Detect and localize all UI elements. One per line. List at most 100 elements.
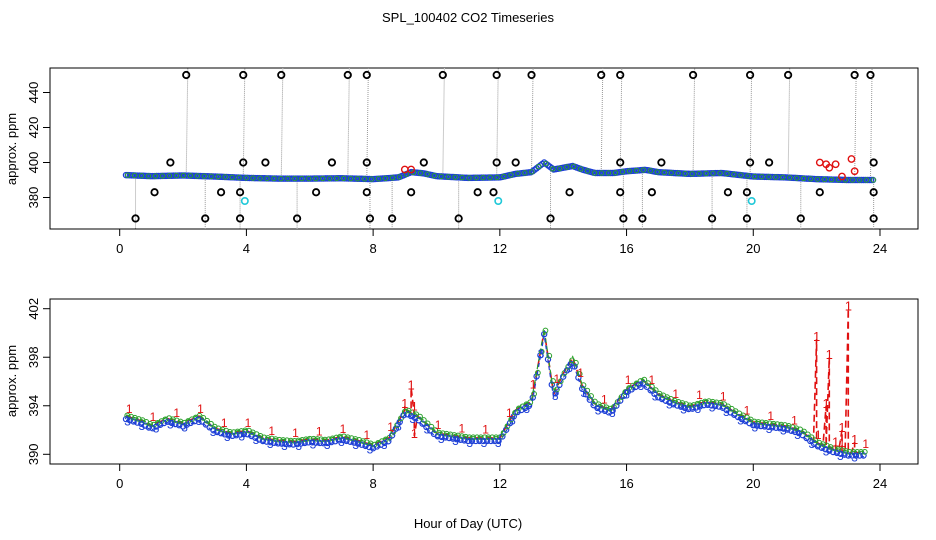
series-2-point: [557, 378, 564, 385]
co2-point-alt: [180, 172, 187, 179]
co2-point-alt: [731, 171, 737, 178]
co2-point-alt: [313, 175, 319, 182]
top-y-axis: 380 400 420 440: [26, 82, 50, 209]
series-2-point: [793, 425, 800, 432]
series-1-label: 1: [506, 406, 513, 420]
series-2-point: [208, 420, 214, 427]
series-3-point: [354, 440, 362, 447]
series-1-label: 1: [197, 402, 204, 416]
series-3-point: [761, 423, 768, 430]
top-y-tick-label: 420: [26, 117, 41, 139]
co2-point-alt: [738, 172, 744, 178]
co2-point-alt: [536, 163, 542, 170]
outlier-point: [489, 188, 498, 197]
outlier-point: [647, 188, 656, 197]
series-3-label: 3: [752, 420, 759, 434]
outlier-trace-line: [347, 67, 350, 179]
series-1-label: 1: [554, 372, 561, 386]
outlier-point: [419, 158, 428, 167]
co2-point-alt: [466, 175, 472, 181]
series-2-point: [804, 431, 811, 438]
outlier-point-low: [365, 214, 375, 223]
top-y-label: approx. ppm: [4, 113, 19, 185]
flagged-point: [847, 155, 856, 163]
series-3-point: [502, 426, 510, 433]
series-3-label: 3: [523, 402, 530, 416]
series-2-point: [808, 434, 815, 441]
co2-point-alt: [487, 174, 493, 181]
top-y-tick-label: 380: [26, 187, 41, 209]
series-3-point: [312, 439, 320, 446]
co2-point-alt: [292, 175, 298, 182]
top-x-tick-label: 24: [873, 241, 887, 256]
outlier-point: [723, 188, 733, 197]
outlier-point-low: [388, 214, 397, 223]
series-3-point: [347, 438, 354, 445]
outlier-point-high: [438, 70, 447, 80]
co2-point-alt: [814, 176, 821, 182]
series-3-point: [537, 352, 544, 359]
series-3-label: 3: [680, 403, 687, 417]
co2-point-alt: [166, 173, 173, 179]
series-1-label: 1: [387, 420, 394, 434]
series-3-point: [552, 389, 559, 397]
series-2-point: [344, 434, 351, 441]
series-3-point: [784, 426, 791, 433]
series-3-point: [335, 437, 343, 444]
series-2-point: [166, 415, 173, 421]
outlier-point: [407, 188, 416, 197]
series-3-label: 3: [666, 397, 673, 411]
outlier-point: [616, 188, 625, 197]
series-3-label: 3: [495, 436, 502, 450]
co2-point-alt: [382, 175, 389, 181]
series-1-label: 1: [696, 388, 703, 402]
co2-point-alt: [647, 168, 654, 174]
series-3-point: [483, 437, 491, 445]
series-2-point: [177, 418, 184, 425]
bottom-y-label: approx. ppm: [4, 345, 19, 417]
series-3-point: [674, 402, 681, 409]
co2-point-alt: [773, 174, 779, 180]
series-1-spike-label: 1: [826, 347, 833, 362]
series-2-point: [352, 436, 359, 442]
series-3-point: [860, 452, 867, 459]
outlier-point-low: [235, 214, 245, 223]
series-3-point: [613, 402, 620, 409]
outlier-point-high: [688, 70, 698, 80]
series-3-label: 3: [623, 387, 630, 401]
series-3-label: 3: [324, 438, 331, 452]
co2-point-alt: [236, 174, 242, 181]
co2-point-alt: [828, 176, 835, 183]
series-3-point: [293, 440, 301, 448]
series-3-point: [533, 373, 540, 380]
series-3-point: [438, 433, 445, 441]
co2-point-alt: [745, 173, 751, 179]
co2-point-alt: [361, 176, 368, 182]
bottom-y-tick-label: 394: [26, 395, 41, 417]
co2-point-alt: [717, 170, 723, 176]
outlier-trace-line: [242, 67, 246, 178]
series-2-point: [367, 440, 374, 447]
co2-point-alt: [138, 173, 145, 179]
top-x-tick-label: 8: [370, 241, 377, 256]
series-3-label: 3: [609, 406, 616, 420]
top-plot-frame: [49, 67, 919, 230]
series-3-label: 3: [210, 425, 217, 439]
series-1-label: 1: [767, 409, 774, 423]
series-3-point: [396, 418, 403, 426]
bottom-y-tick-label: 390: [26, 443, 41, 465]
series-3-label: 3: [438, 432, 445, 446]
series-3-point: [693, 404, 700, 411]
series-3-point: [548, 381, 555, 388]
series-2-point: [584, 387, 591, 394]
co2-point-alt: [452, 174, 458, 180]
outlier-point-high: [182, 70, 191, 80]
series-3-label: 3: [694, 402, 701, 416]
co2-point-alt: [327, 175, 333, 182]
co2-point-alt: [591, 170, 598, 176]
co2-point-alt: [563, 164, 570, 170]
co2-point-alt: [696, 170, 702, 177]
co2-point-alt: [619, 169, 626, 175]
outlier-point: [362, 188, 371, 197]
